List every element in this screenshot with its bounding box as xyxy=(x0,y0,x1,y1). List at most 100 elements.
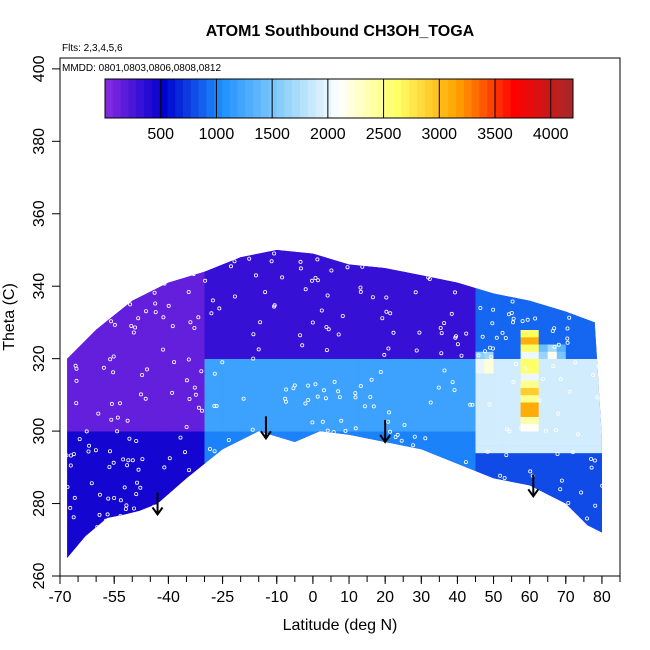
heatmap-cell xyxy=(303,402,314,410)
heatmap-cell xyxy=(87,344,97,352)
heatmap-cell xyxy=(430,445,440,454)
heatmap-cell xyxy=(294,293,305,302)
heatmap-cell xyxy=(285,300,296,309)
heatmap-cell xyxy=(548,236,557,244)
heatmap-cell xyxy=(556,503,567,512)
heatmap-cell xyxy=(529,503,540,512)
heatmap-cell xyxy=(421,293,431,302)
heatmap-cell xyxy=(439,257,449,265)
heatmap-cell xyxy=(312,503,323,512)
sample-point xyxy=(251,356,256,361)
heatmap-cell xyxy=(294,496,305,504)
heatmap-cell xyxy=(78,300,88,309)
heatmap-cell xyxy=(502,539,512,548)
heatmap-cell xyxy=(502,257,512,265)
heatmap-cell xyxy=(177,562,186,570)
heatmap-cell xyxy=(529,510,540,519)
heatmap-cell xyxy=(186,322,196,330)
heatmap-cell xyxy=(602,272,611,280)
sample-point xyxy=(129,323,134,328)
heatmap-cell xyxy=(394,279,404,287)
heatmap-cell xyxy=(358,402,368,410)
sample-point xyxy=(565,340,570,345)
heatmap-cell xyxy=(448,373,458,381)
heatmap-cell xyxy=(394,300,404,309)
heatmap-cell xyxy=(69,322,79,330)
heatmap-cell xyxy=(602,409,611,417)
sample-point xyxy=(495,481,500,486)
heatmap-cell xyxy=(331,496,341,504)
heatmap-cell xyxy=(168,358,178,367)
heatmap-cell xyxy=(231,358,241,367)
heatmap-cell xyxy=(321,373,332,381)
heatmap-cell xyxy=(475,329,485,338)
heatmap-cell xyxy=(358,300,368,309)
sample-point xyxy=(136,467,141,472)
heatmap-cell xyxy=(204,525,214,533)
heatmap-cell xyxy=(105,438,115,446)
heatmap-cell xyxy=(493,329,503,338)
heatmap-cell xyxy=(584,569,593,577)
heatmap-cell xyxy=(520,460,530,468)
heatmap-cell xyxy=(583,489,594,497)
heatmap-cell xyxy=(548,562,557,570)
sample-point xyxy=(164,246,167,249)
heatmap-cell xyxy=(475,547,485,555)
sample-point xyxy=(530,518,535,523)
heatmap-cell xyxy=(321,365,332,374)
colorbar-swatch xyxy=(253,79,262,118)
heatmap-cell xyxy=(556,394,567,403)
sample-point xyxy=(141,510,146,515)
sample-point xyxy=(378,255,383,260)
sample-point xyxy=(197,517,202,522)
heatmap-cell xyxy=(321,336,332,345)
heatmap-cell xyxy=(78,554,88,558)
heatmap-cell xyxy=(403,250,413,258)
heatmap-cell xyxy=(439,481,449,490)
heatmap-cell xyxy=(321,387,332,396)
heatmap-cell xyxy=(538,409,549,417)
sample-point xyxy=(551,523,556,528)
heatmap-cell xyxy=(557,569,566,577)
y-tick-label: 320 xyxy=(31,345,48,372)
heatmap-cell xyxy=(539,569,548,577)
heatmap-cell xyxy=(78,228,87,236)
heatmap-cell xyxy=(285,467,296,475)
heatmap-cell xyxy=(114,539,124,548)
heatmap-cell xyxy=(267,300,278,309)
heatmap-cell xyxy=(285,438,296,446)
heatmap-cell xyxy=(502,264,512,273)
sample-point xyxy=(143,396,148,401)
sample-point xyxy=(184,378,189,383)
heatmap-cell xyxy=(96,481,106,490)
dates-note: MMDD: 0801,0803,0806,0808,0812 xyxy=(62,63,221,74)
heatmap-cell xyxy=(385,445,395,454)
heatmap-cell xyxy=(484,387,494,396)
heatmap-cell xyxy=(421,510,431,519)
heatmap-cell xyxy=(602,322,611,330)
heatmap-cell xyxy=(186,264,196,273)
heatmap-cell xyxy=(547,257,558,265)
heatmap-cell xyxy=(394,452,404,461)
heatmap-cell xyxy=(231,315,241,323)
colorbar-frame xyxy=(104,78,574,119)
heatmap-cell xyxy=(294,315,305,323)
heatmap-cell xyxy=(467,562,476,570)
heatmap-cell xyxy=(476,569,485,577)
heatmap-cell xyxy=(592,286,602,294)
heatmap-cell xyxy=(565,286,576,294)
heatmap-cell xyxy=(574,307,585,316)
colorbar-tick-label: 1500 xyxy=(254,126,290,143)
heatmap-cell xyxy=(69,257,79,265)
heatmap-cell xyxy=(249,307,260,316)
heatmap-cell xyxy=(168,525,178,533)
sample-point xyxy=(234,461,239,466)
sample-point xyxy=(225,250,230,255)
heatmap-cell xyxy=(493,445,503,454)
sample-point xyxy=(600,268,602,273)
heatmap-cell xyxy=(322,236,331,244)
sample-point xyxy=(455,258,460,263)
heatmap-cell xyxy=(592,423,602,432)
x-tick-label: 0 xyxy=(308,589,317,606)
heatmap-cell xyxy=(358,452,368,461)
